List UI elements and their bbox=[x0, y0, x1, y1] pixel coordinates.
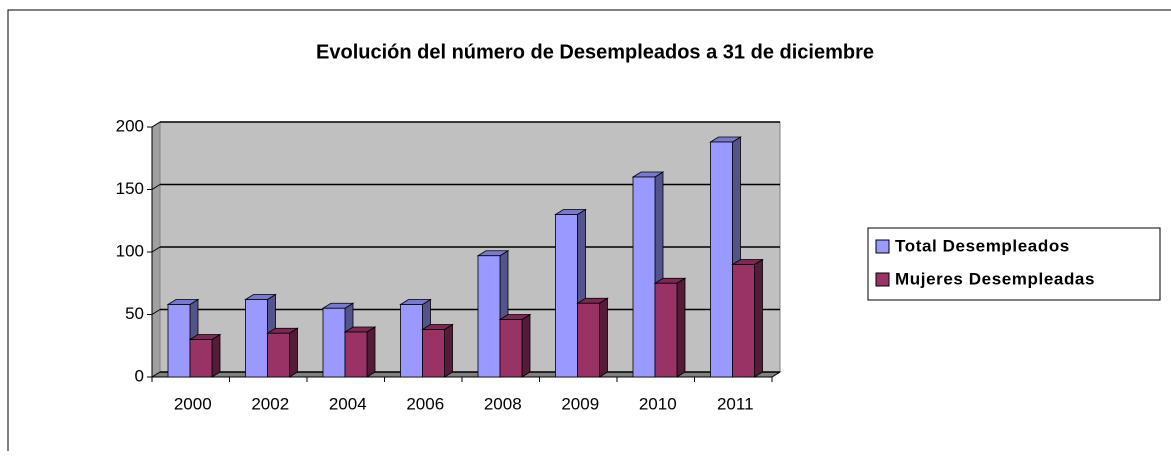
bar bbox=[710, 141, 733, 378]
bar-side bbox=[444, 323, 453, 378]
bar bbox=[344, 331, 368, 378]
legend-swatch bbox=[875, 272, 890, 287]
y-tick-label: 150 bbox=[116, 179, 144, 198]
x-tick-label: 2004 bbox=[329, 394, 367, 413]
bar-side bbox=[599, 297, 608, 378]
bar bbox=[189, 339, 213, 378]
x-tick-label: 2002 bbox=[251, 394, 289, 413]
bar-side bbox=[366, 326, 376, 378]
legend-label: Mujeres Desempleadas bbox=[895, 269, 1095, 288]
x-tick-label: 2010 bbox=[639, 394, 677, 413]
y-tick-label: 100 bbox=[116, 241, 144, 260]
bar-group bbox=[343, 326, 377, 378]
grid-line-side bbox=[151, 309, 161, 315]
x-tick-label: 2011 bbox=[717, 394, 754, 413]
x-tick-label: 2009 bbox=[561, 394, 599, 413]
legend-swatch bbox=[875, 239, 890, 254]
bar bbox=[732, 264, 755, 378]
bar-group bbox=[421, 323, 454, 378]
bar bbox=[654, 282, 678, 378]
bar-side bbox=[289, 327, 298, 378]
bar bbox=[267, 332, 290, 378]
grid-line-side bbox=[151, 371, 161, 378]
bar bbox=[632, 176, 656, 378]
x-axis-end bbox=[771, 371, 781, 378]
bar bbox=[322, 307, 346, 378]
bar-group bbox=[498, 313, 532, 378]
bar bbox=[400, 304, 423, 378]
grid-line-side bbox=[151, 121, 161, 128]
bar bbox=[555, 214, 578, 378]
bar bbox=[477, 255, 501, 378]
chart-title: Evolución del número de Desempleados a 3… bbox=[316, 41, 874, 63]
y-tick-label: 200 bbox=[116, 116, 144, 135]
bar-side bbox=[754, 258, 763, 378]
bar-group bbox=[653, 277, 687, 378]
x-tick-label: 2000 bbox=[174, 394, 212, 413]
bar-side bbox=[211, 333, 221, 378]
y-tick-label: 0 bbox=[135, 366, 144, 385]
y-tick-label: 50 bbox=[125, 304, 144, 323]
legend-box bbox=[867, 227, 1161, 301]
bar-group bbox=[188, 333, 222, 378]
x-tick-label: 2006 bbox=[406, 394, 444, 413]
bar-group bbox=[731, 258, 764, 378]
bar bbox=[422, 329, 445, 378]
bar-group bbox=[266, 327, 299, 378]
bar bbox=[245, 299, 268, 378]
bar bbox=[167, 304, 191, 378]
grid-line-side bbox=[151, 246, 161, 253]
bar-side bbox=[676, 277, 686, 378]
bar-side bbox=[521, 313, 531, 378]
legend-label: Total Desempleados bbox=[895, 236, 1070, 255]
grid-line-side bbox=[151, 184, 161, 190]
chart-frame bbox=[7, 9, 1171, 451]
bar bbox=[577, 302, 600, 378]
bar-group bbox=[576, 297, 609, 378]
bar bbox=[499, 319, 523, 378]
x-tick-label: 2008 bbox=[484, 394, 522, 413]
